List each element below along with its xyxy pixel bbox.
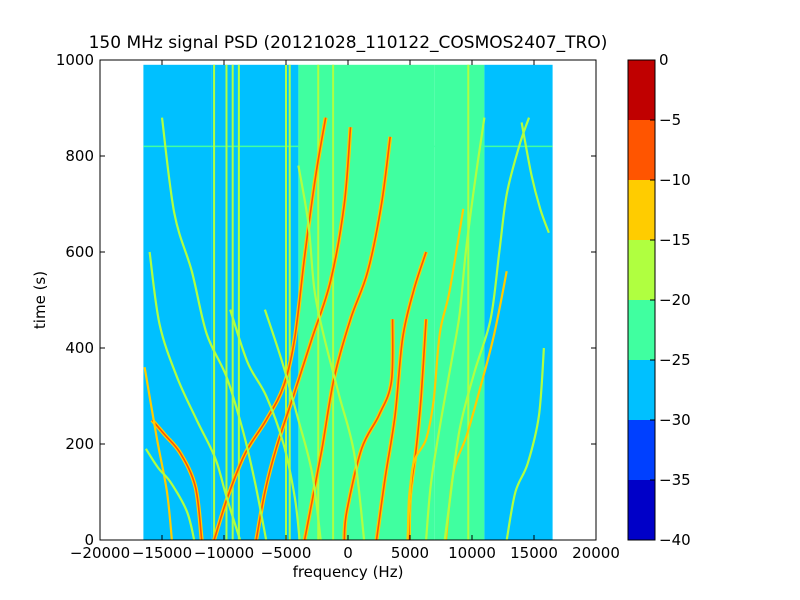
signal-trace [144, 448, 196, 540]
colorbar-segment [628, 480, 655, 540]
signal-trace [520, 122, 550, 234]
y-axis: 0 200 400 600 800 1000 [56, 51, 596, 549]
x-tick-label: 20000 [572, 544, 620, 562]
chart-title: 150 MHz signal PSD (20121028_110122_COSM… [89, 33, 608, 53]
x-axis-label: frequency (Hz) [293, 563, 404, 581]
plot-area [99, 59, 597, 541]
colorbar-segment [628, 420, 655, 480]
colorbar-tick-label: −20 [659, 291, 691, 309]
colorbar-tick-label: −35 [659, 471, 691, 489]
x-tick-label: −15000 [132, 544, 192, 562]
colorbar-tick-label: −15 [659, 231, 691, 249]
colorbar-tick-label: −40 [659, 531, 691, 549]
colorbar-tick-label: −30 [659, 411, 691, 429]
signal-trace [297, 165, 366, 540]
x-tick-label: 0 [343, 544, 353, 562]
signal-trace [303, 136, 391, 540]
y-tick-label: 800 [65, 147, 94, 165]
signal-trace [160, 117, 268, 540]
colorbar-segment [628, 240, 655, 300]
y-tick-label: 1000 [56, 51, 94, 69]
x-tick-label: 10000 [448, 544, 496, 562]
signal-trace [229, 309, 301, 540]
signal-trace [143, 367, 173, 540]
signal-trace [505, 347, 545, 540]
colorbar-tick-label: 0 [659, 51, 669, 69]
x-axis: −20000 −15000 −10000 −5000 0 5000 10000 15000 20… [70, 60, 620, 562]
y-tick-label: 0 [84, 531, 94, 549]
x-tick-label: 5000 [391, 544, 429, 562]
x-tick-label: −20000 [70, 544, 130, 562]
x-tick-label: −10000 [194, 544, 254, 562]
signal-trace [375, 251, 427, 540]
heatmap-image [143, 64, 553, 540]
x-tick-label: −5000 [261, 544, 312, 562]
colorbar-segment [628, 120, 655, 180]
heatmap-region [143, 64, 212, 540]
signal-trace [443, 117, 531, 540]
colorbar-segment [628, 180, 655, 240]
signal-trace [255, 127, 352, 540]
colorbar-segment [628, 300, 655, 360]
y-tick-label: 600 [65, 243, 94, 261]
signal-trace [213, 117, 327, 540]
y-tick-label: 400 [65, 339, 94, 357]
signal-trace [148, 251, 242, 540]
colorbar: −40 −35 −30 −25 −20 −15 −10 −5 0 [627, 51, 691, 549]
y-axis-label: time (s) [31, 271, 49, 329]
colorbar-segment [628, 360, 655, 420]
heatmap-region [484, 64, 553, 540]
colorbar-tick-label: −5 [659, 111, 681, 129]
signal-trace [406, 208, 465, 540]
signal-trace [151, 419, 203, 540]
colorbar-tick-label: −25 [659, 351, 691, 369]
signal-trace [425, 117, 486, 540]
x-tick-label: 15000 [510, 544, 558, 562]
signal-trace [263, 309, 322, 540]
colorbar-segment [628, 60, 655, 120]
signal-trace [343, 319, 394, 540]
colorbar-tick-label: −10 [659, 171, 691, 189]
y-tick-label: 200 [65, 435, 94, 453]
heatmap-region [434, 64, 485, 540]
